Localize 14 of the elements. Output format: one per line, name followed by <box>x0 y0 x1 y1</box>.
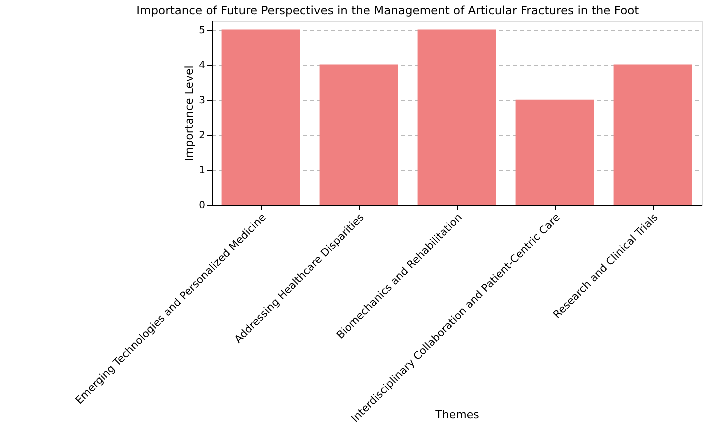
y-tick-label: 1 <box>199 165 206 176</box>
y-axis-title: Importance Level <box>183 66 196 162</box>
bar <box>320 64 398 205</box>
chart-title: Importance of Future Perspectives in the Management of Articular Fractures in the Foot <box>136 4 640 18</box>
bar <box>418 30 496 205</box>
y-tick-label: 4 <box>199 60 206 72</box>
bar <box>222 30 300 205</box>
y-tick-label: 2 <box>199 130 206 142</box>
y-tick-label: 0 <box>199 200 206 212</box>
bar <box>614 64 692 205</box>
bar <box>516 100 594 205</box>
y-tick-label: 5 <box>199 25 206 36</box>
y-tick-label: 3 <box>199 95 206 106</box>
x-axis-title: Themes <box>434 408 480 422</box>
